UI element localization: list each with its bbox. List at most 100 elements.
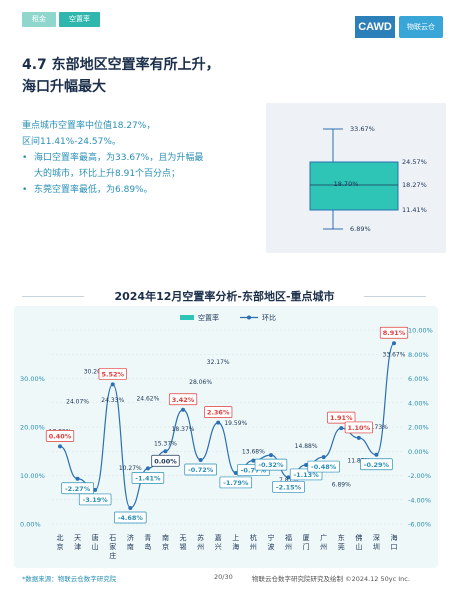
vacancy-data-label: 11.85% [347, 458, 370, 465]
category-label: 莞 [338, 542, 345, 551]
mom-data-label: -0.77% [241, 467, 267, 475]
category-label: 唐 [92, 533, 99, 542]
category-label: 上 [232, 533, 239, 542]
right-axis-tick-label: 8.00% [408, 351, 429, 359]
mom-point [251, 458, 256, 463]
mom-label-box [219, 476, 253, 489]
category-label: 佛 [355, 533, 362, 542]
tab-vacancy[interactable]: 空置率 [59, 12, 100, 27]
vacancy-data-label: 32.17% [207, 359, 230, 366]
mom-data-label: 1.91% [330, 414, 353, 422]
boxplot-panel: 33.67% 24.57% 18.70% 18.27% 11.41% 6.89% [266, 103, 446, 253]
category-label: 家 [109, 542, 116, 551]
page-heading: 4.7 东部地区空置率有所上升， 海口升幅最大 [22, 54, 220, 98]
category-label: 锡 [180, 542, 187, 551]
right-axis-tick-label: 0.00% [408, 448, 429, 456]
boxplot-median-label: 18.27% [402, 181, 427, 189]
right-axis-tick-label: 6.00% [408, 375, 429, 383]
category-label: 庄 [109, 551, 116, 560]
mom-data-label: 3.42% [172, 396, 195, 404]
vacancy-data-label: 33.67% [383, 352, 406, 359]
note-bullet-1b: 大的城市，环比上升8.91个百分点； [34, 169, 181, 179]
category-label: 波 [267, 542, 274, 551]
mom-point [356, 435, 361, 440]
category-label: 州 [197, 543, 204, 551]
mom-point [374, 452, 379, 457]
note-bullet-1-cont: 大的城市，环比上升8.91个百分点； [22, 166, 262, 182]
category-label: 京 [57, 542, 64, 551]
mom-data-label: -4.68% [118, 514, 144, 522]
chart-title: 2024年12月空置率分析-东部地区-重点城市 [114, 290, 335, 303]
category-label: 南 [127, 542, 134, 551]
note-bullet-1: • 海口空置率最高，为33.67%，且为升幅最 [22, 150, 262, 166]
mom-data-label: -0.72% [188, 466, 214, 474]
note-bullet-2: • 东莞空置率最低，为6.89%。 [22, 182, 262, 198]
boxplot-min-label: 6.89% [350, 225, 371, 233]
boxplot-mean-label: 18.70% [334, 180, 359, 188]
vacancy-data-label: 30.20% [84, 369, 107, 376]
category-label: 无 [180, 534, 187, 542]
mom-label-box [344, 421, 373, 434]
mom-point [198, 457, 203, 462]
left-axis-tick-label: 20.00% [20, 424, 45, 432]
mom-data-label: 5.52% [101, 370, 124, 378]
category-label: 青 [144, 533, 151, 542]
title-rule-left [22, 296, 84, 297]
category-label: 岛 [144, 542, 151, 551]
legend-mom-label: 环比 [262, 313, 276, 322]
mom-label-box [78, 493, 112, 506]
heading-line-1: 4.7 东部地区空置率有所上升， [22, 57, 220, 73]
note-median: 重点城市空置率中位值18.27%， [22, 121, 156, 131]
mom-point [216, 420, 221, 425]
note-range: 区间11.41%-24.57%。 [22, 137, 121, 147]
note-bullet-2-text: 东莞空置率最低，为6.89%。 [34, 185, 153, 195]
mom-data-label: -2.27% [65, 485, 91, 493]
mom-label-box [114, 511, 147, 524]
right-axis-tick-label: -4.00% [408, 496, 431, 504]
tab-rent[interactable]: 租金 [22, 12, 56, 27]
right-axis-tick-label: -2.00% [408, 472, 431, 480]
chart-panel: 17.82%24.07%30.20%24.33%10.27%24.62%15.3… [14, 306, 438, 568]
category-label: 厦 [303, 534, 310, 542]
category-label: 州 [320, 543, 327, 551]
mom-label-box [131, 471, 165, 484]
category-label: 山 [355, 542, 362, 551]
vacancy-data-label: 13.68% [242, 449, 265, 456]
legend-mom-marker [247, 315, 251, 320]
mom-point [110, 382, 115, 387]
mom-data-label: 0.00% [154, 457, 177, 465]
mom-label-box [204, 406, 233, 418]
cawd-logo-text: CAWD [358, 21, 392, 33]
legend-vacancy-swatch [180, 315, 194, 320]
vacancy-chart: 17.82%24.07%30.20%24.33%10.27%24.62%15.3… [20, 313, 433, 560]
category-label: 山 [92, 542, 99, 551]
mom-label-box [360, 458, 393, 471]
category-label: 广 [320, 533, 327, 542]
tab-bar: 租金 空置率 [22, 12, 100, 27]
mom-label-box [168, 393, 198, 406]
category-label: 宁 [267, 533, 274, 542]
chart-title-wrap: 2024年12月空置率分析-东部地区-重点城市 [0, 288, 449, 308]
category-label: 石 [109, 534, 116, 542]
vacancy-data-label: 18.73% [365, 424, 388, 431]
right-axis-tick-label: 2.00% [408, 424, 429, 432]
mom-point [93, 487, 98, 492]
left-axis-tick-label: 10.00% [20, 472, 45, 480]
left-axis-tick-label: 0.00% [20, 521, 41, 529]
vacancy-data-label: 24.62% [136, 396, 159, 403]
vacancy-data-label: 19.59% [224, 420, 247, 427]
vacancy-data-label: 28.06% [189, 379, 212, 386]
bullet-dot: • [22, 153, 28, 163]
note-bullet-1a: 海口空置率最高，为33.67%，且为升幅最 [34, 153, 204, 163]
category-label: 嘉 [215, 533, 222, 542]
bullet-indent [22, 166, 34, 182]
cawd-logo: CAWD [355, 16, 395, 38]
mom-data-label: 8.91% [383, 329, 406, 337]
bullet-dot: • [22, 185, 28, 195]
category-label: 杭 [250, 533, 257, 542]
vacancy-data-label: 15.37% [154, 440, 177, 447]
vacancy-data-label: 24.33% [101, 397, 124, 404]
boxplot-q1-label: 11.41% [402, 206, 427, 214]
mom-data-label: 1.10% [348, 424, 371, 432]
category-label: 兴 [215, 542, 222, 551]
